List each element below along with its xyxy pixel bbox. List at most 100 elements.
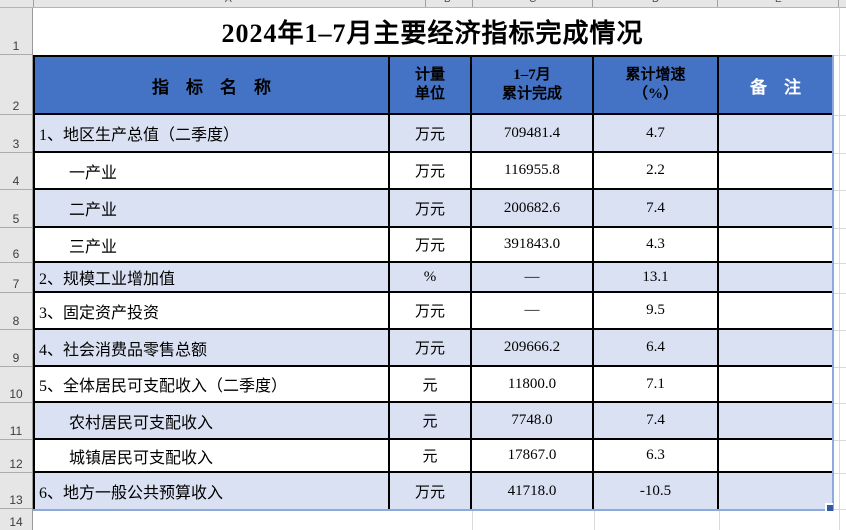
cell-indicator-name[interactable]: 3、固定资产投资 [35, 293, 390, 330]
table-row: 三产业 万元 391843.0 4.3 [35, 228, 832, 263]
cell-indicator-name[interactable]: 2、规模工业增加值 [35, 263, 390, 293]
cell-cumulative[interactable]: 7748.0 [472, 403, 594, 440]
cell-cumulative[interactable]: 209666.2 [472, 330, 594, 367]
cell-indicator-name[interactable]: 6、地方一般公共预算收入 [35, 473, 390, 509]
row-header[interactable]: 3 [0, 115, 32, 153]
sheet-gridline [594, 511, 595, 530]
selection-border-bottom [33, 509, 834, 511]
cell-remark[interactable] [719, 367, 832, 403]
header-cumulative[interactable]: 1–7月 累计完成 [472, 57, 594, 115]
cell-indicator-name[interactable]: 城镇居民可支配收入 [35, 440, 390, 473]
table-row: 6、地方一般公共预算收入 万元 41718.0 -10.5 [35, 473, 832, 509]
cell-unit[interactable]: 万元 [390, 293, 472, 330]
cell-growth[interactable]: 7.4 [594, 403, 719, 440]
cell-cumulative[interactable]: 11800.0 [472, 367, 594, 403]
cell-growth[interactable]: 7.4 [594, 190, 719, 228]
cell-cumulative[interactable]: 41718.0 [472, 473, 594, 509]
cell-growth[interactable]: 4.7 [594, 115, 719, 153]
cell-unit[interactable]: 万元 [390, 153, 472, 190]
cell-unit[interactable]: 万元 [390, 190, 472, 228]
cell-indicator-name[interactable]: 农村居民可支配收入 [35, 403, 390, 440]
cell-unit[interactable]: 元 [390, 367, 472, 403]
cell-cumulative[interactable]: 200682.6 [472, 190, 594, 228]
column-header-letter[interactable]: A [225, 0, 232, 5]
row-header-gutter: 1 2 3 4 5 6 7 8 9 10 11 12 13 14 [0, 8, 33, 530]
cell-remark[interactable] [719, 190, 832, 228]
header-unit[interactable]: 计量 单位 [390, 57, 472, 115]
cell-cumulative[interactable]: 116955.8 [472, 153, 594, 190]
row-header[interactable]: 9 [0, 330, 32, 367]
cell-unit[interactable]: 元 [390, 403, 472, 440]
sheet-gridline [834, 115, 846, 116]
cell-cumulative[interactable]: — [472, 263, 594, 293]
cell-indicator-name[interactable]: 4、社会消费品零售总额 [35, 330, 390, 367]
cell-remark[interactable] [719, 293, 832, 330]
sheet-gridline [834, 190, 846, 191]
cell-remark[interactable] [719, 115, 832, 153]
cell-cumulative[interactable]: 391843.0 [472, 228, 594, 263]
cell-remark[interactable] [719, 153, 832, 190]
row-header[interactable]: 4 [0, 153, 32, 190]
table-row: 5、全体居民可支配收入（二季度） 元 11800.0 7.1 [35, 367, 832, 403]
cell-cumulative[interactable]: — [472, 293, 594, 330]
cell-growth[interactable]: -10.5 [594, 473, 719, 509]
sheet-gridline [834, 330, 846, 331]
cell-indicator-name[interactable]: 1、地区生产总值（二季度） [35, 115, 390, 153]
header-growth[interactable]: 累计增速 （%） [594, 57, 719, 115]
table-row: 城镇居民可支配收入 元 17867.0 6.3 [35, 440, 832, 473]
column-header-letter[interactable]: C [529, 0, 536, 5]
cell-unit[interactable]: 万元 [390, 330, 472, 367]
cell-growth[interactable]: 7.1 [594, 367, 719, 403]
row-header[interactable]: 14 [9, 515, 23, 529]
sheet-gridline [834, 403, 846, 404]
title-cell[interactable]: 2024年1–7月主要经济指标完成情况 [33, 8, 832, 55]
cell-unit[interactable]: 万元 [390, 473, 472, 509]
cell-indicator-name[interactable]: 5、全体居民可支配收入（二季度） [35, 367, 390, 403]
column-divider [425, 0, 426, 7]
row-header[interactable]: 12 [0, 440, 32, 473]
cell-indicator-name[interactable]: 三产业 [35, 228, 390, 263]
cell-remark[interactable] [719, 403, 832, 440]
cell-remark[interactable] [719, 228, 832, 263]
cell-remark[interactable] [719, 440, 832, 473]
cell-unit[interactable]: 万元 [390, 115, 472, 153]
cell-cumulative[interactable]: 17867.0 [472, 440, 594, 473]
row-header[interactable]: 6 [0, 228, 32, 263]
cell-unit[interactable]: % [390, 263, 472, 293]
table-row: 2、规模工业增加值 % — 13.1 [35, 263, 832, 293]
sheet-gridline [834, 367, 846, 368]
sheet-gridline [834, 293, 846, 294]
cell-growth[interactable]: 13.1 [594, 263, 719, 293]
cell-remark[interactable] [719, 330, 832, 367]
sheet-gridline [719, 511, 720, 530]
cell-growth[interactable]: 2.2 [594, 153, 719, 190]
cell-growth[interactable]: 4.3 [594, 228, 719, 263]
cell-growth[interactable]: 9.5 [594, 293, 719, 330]
row-header[interactable]: 11 [0, 403, 32, 440]
row-header[interactable]: 7 [0, 263, 32, 293]
cell-indicator-name[interactable]: 二产业 [35, 190, 390, 228]
cell-unit[interactable]: 元 [390, 440, 472, 473]
cell-growth[interactable]: 6.4 [594, 330, 719, 367]
fill-handle[interactable] [825, 503, 833, 511]
cell-remark[interactable] [719, 263, 832, 293]
column-header-letter[interactable]: D [652, 0, 659, 5]
page-title: 2024年1–7月主要经济指标完成情况 [221, 19, 644, 48]
row-header[interactable]: 8 [0, 293, 32, 330]
table-row: 一产业 万元 116955.8 2.2 [35, 153, 832, 190]
cell-indicator-name[interactable]: 一产业 [35, 153, 390, 190]
column-header-letter[interactable]: B [444, 0, 451, 5]
header-indicator-name[interactable]: 指 标 名 称 [35, 57, 390, 115]
indicators-table: 指 标 名 称 计量 单位 1–7月 累计完成 累计增速 （%） 备 注 1、地… [33, 55, 832, 509]
cell-unit[interactable]: 万元 [390, 228, 472, 263]
row-header[interactable]: 10 [0, 367, 32, 403]
cell-cumulative[interactable]: 709481.4 [472, 115, 594, 153]
row-header[interactable]: 5 [0, 190, 32, 228]
row-header[interactable]: 1 [0, 8, 32, 55]
header-remark[interactable]: 备 注 [719, 57, 832, 115]
column-header-letter[interactable]: E [775, 0, 782, 5]
cell-growth[interactable]: 6.3 [594, 440, 719, 473]
row-header[interactable]: 2 [0, 55, 32, 115]
row-header[interactable]: 13 [0, 473, 32, 509]
cell-remark[interactable] [719, 473, 832, 509]
